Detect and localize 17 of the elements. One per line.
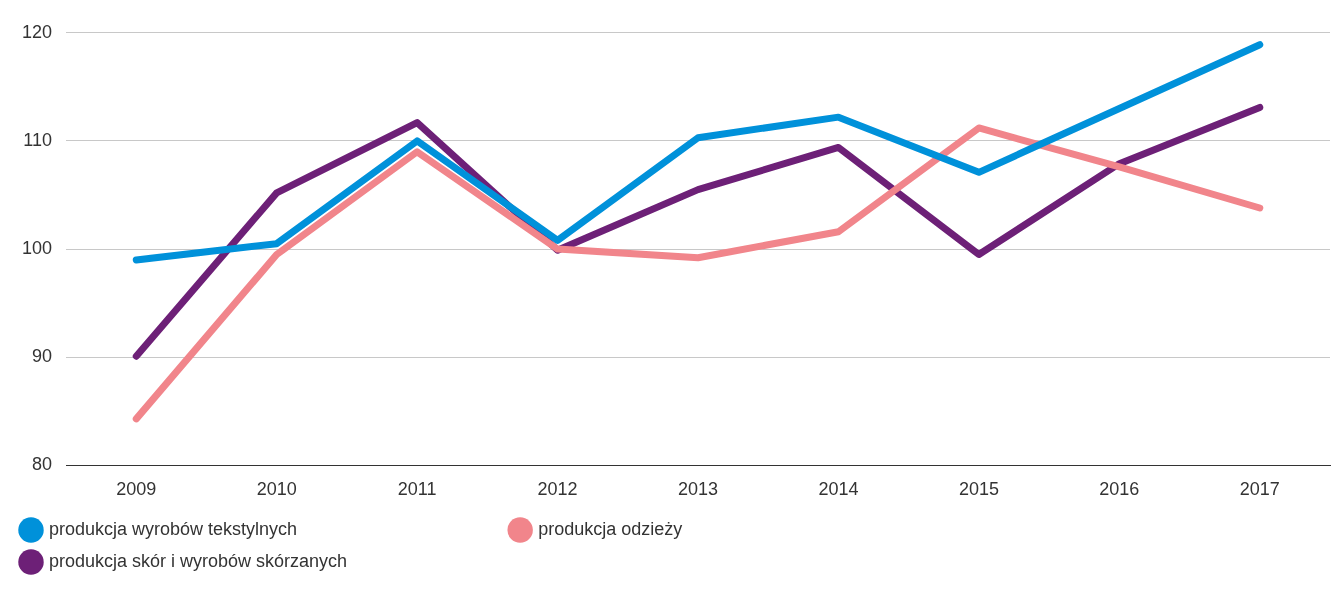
x-tick-label: 2017 bbox=[1239, 479, 1280, 500]
x-tick-label: 2010 bbox=[256, 479, 297, 500]
y-tick-label: 110 bbox=[23, 129, 53, 150]
y-tick-label: 80 bbox=[32, 454, 53, 475]
x-tick-label: 2012 bbox=[537, 479, 578, 500]
y-tick-label: 120 bbox=[21, 21, 53, 42]
x-tick-label: 2011 bbox=[397, 479, 437, 500]
x-tick-label: 2013 bbox=[677, 479, 719, 500]
legend-label: produkcja skór i wyrobów skórzanych bbox=[49, 550, 548, 571]
x-tick-label: 2016 bbox=[1099, 479, 1140, 500]
y-tick-label: 90 bbox=[32, 346, 53, 367]
y-tick-label: 100 bbox=[21, 238, 53, 259]
legend-label: produkcja odzieży bbox=[538, 518, 883, 539]
legend-label: produkcja wyrobów tekstylnych bbox=[49, 518, 498, 539]
x-tick-label: 2014 bbox=[818, 479, 859, 500]
x-tick-label: 2009 bbox=[116, 479, 157, 500]
x-tick-label: 2015 bbox=[958, 479, 999, 500]
